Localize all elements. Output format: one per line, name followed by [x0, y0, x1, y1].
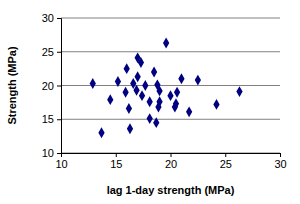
point [122, 87, 128, 98]
tick: 10 [42, 147, 61, 159]
tick-mark [57, 119, 61, 120]
point [138, 57, 144, 68]
point [135, 71, 141, 82]
tick: 20 [165, 153, 177, 170]
grid-line [61, 18, 280, 19]
axis-line [62, 154, 281, 158]
point [147, 113, 153, 124]
tick-label: 30 [274, 158, 286, 170]
point [186, 106, 192, 117]
tick-label: 15 [110, 158, 122, 170]
tick: 30 [274, 153, 286, 170]
tick-label: 25 [42, 46, 54, 58]
point [142, 80, 148, 91]
tick: 15 [42, 113, 61, 125]
tick-label: 15 [42, 113, 54, 125]
y-axis-title: Strength (MPa) [6, 46, 18, 125]
tick: 25 [220, 153, 232, 170]
grid-line [61, 119, 280, 120]
tick-mark [57, 18, 61, 19]
point [213, 99, 219, 110]
point [236, 86, 242, 97]
point [133, 85, 139, 96]
tick-mark [116, 153, 117, 157]
grid [61, 18, 280, 153]
point [195, 75, 201, 86]
point [127, 123, 133, 134]
grid-line [61, 51, 280, 52]
tick-label: 10 [42, 147, 54, 159]
tick-mark [225, 153, 226, 157]
point [126, 103, 132, 114]
tick-mark [280, 153, 281, 157]
tick: 10 [55, 153, 67, 170]
point [115, 76, 121, 87]
tick-mark [57, 153, 61, 154]
point [151, 67, 157, 78]
points [90, 38, 243, 139]
point [124, 63, 130, 74]
point [167, 90, 173, 101]
chart: 10 15 20 25 30 10 15 20 25 30 lag 1-day strength (… [0, 0, 300, 204]
tick-label: 20 [42, 80, 54, 92]
tick: 30 [42, 12, 61, 24]
point [139, 90, 145, 101]
point [178, 73, 184, 84]
point [173, 98, 179, 109]
tick: 15 [110, 153, 122, 170]
tick-mark [57, 52, 61, 53]
point [98, 127, 104, 138]
tick-label: 30 [42, 12, 54, 24]
point [156, 85, 162, 96]
point [174, 87, 180, 98]
tick: 20 [42, 80, 61, 92]
point [163, 38, 169, 49]
point [147, 96, 153, 107]
tick: 25 [42, 46, 61, 58]
axis-line [57, 19, 62, 154]
point [90, 78, 96, 89]
tick-label: 20 [165, 158, 177, 170]
tick-label: 25 [220, 158, 232, 170]
x-axis-title: lag 1-day strength (MPa) [107, 184, 235, 196]
point [107, 94, 113, 105]
point [156, 96, 162, 107]
tick-mark [57, 86, 61, 87]
point [153, 117, 159, 128]
tick-mark [171, 153, 172, 157]
tick-label: 10 [55, 158, 67, 170]
y-axis: 10 15 20 25 30 [42, 12, 62, 159]
x-axis: 10 15 20 25 30 [55, 153, 286, 170]
